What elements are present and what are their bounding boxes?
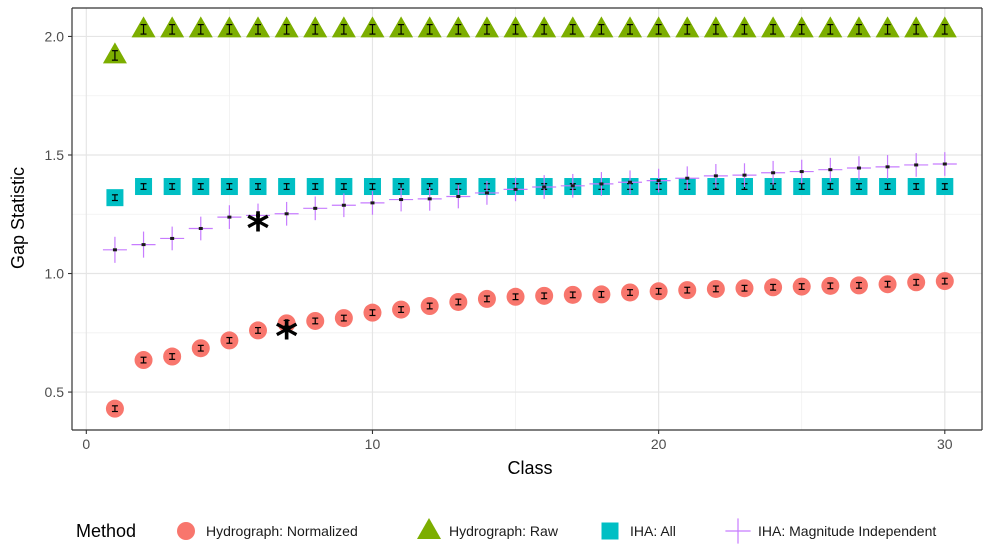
point-center xyxy=(484,191,489,195)
point-center xyxy=(742,173,747,177)
point-center xyxy=(112,248,117,252)
point-center xyxy=(656,179,661,183)
point-center xyxy=(341,203,346,207)
point-center xyxy=(628,180,633,184)
series-triangle xyxy=(102,16,957,64)
y-axis-title: Gap Statistic xyxy=(8,167,28,269)
legend-label: IHA: Magnitude Independent xyxy=(758,523,936,539)
x-tick-label: 30 xyxy=(937,436,953,452)
optimal-markers: ** xyxy=(246,203,298,362)
y-tick-label: 2.0 xyxy=(45,28,65,44)
point-center xyxy=(256,213,261,217)
legend-key-circle xyxy=(177,522,195,540)
optimal-star: * xyxy=(275,311,298,362)
point-center xyxy=(313,206,318,210)
point-center xyxy=(914,163,919,167)
point-center xyxy=(885,165,890,169)
legend-label: Hydrograph: Raw xyxy=(449,523,559,539)
legend-label: IHA: All xyxy=(630,523,676,539)
point-center xyxy=(570,184,575,188)
x-tick-label: 20 xyxy=(651,436,667,452)
data-marks xyxy=(102,16,957,418)
x-tick-label: 10 xyxy=(365,436,381,452)
panel-background xyxy=(72,8,982,430)
point-center xyxy=(227,215,232,219)
point-center xyxy=(856,166,861,170)
point-center xyxy=(399,198,404,202)
point-center xyxy=(284,212,289,216)
series-circle xyxy=(105,272,954,418)
point-center xyxy=(427,197,432,201)
legend-title: Method xyxy=(76,521,136,541)
point-center xyxy=(799,170,804,174)
series-cross xyxy=(102,152,957,263)
series-square xyxy=(106,178,954,207)
point-center xyxy=(370,201,375,205)
point-center xyxy=(713,174,718,178)
point-center xyxy=(456,194,461,198)
point-center xyxy=(542,185,547,189)
x-axis-title: Class xyxy=(507,458,552,478)
axes: 0 10 20 30 0.5 1.0 1.5 2.0 xyxy=(45,7,983,452)
legend-key-cross xyxy=(725,518,751,544)
point-center xyxy=(771,171,776,175)
point-center xyxy=(513,187,518,191)
point-center xyxy=(828,168,833,172)
point-center xyxy=(685,176,690,180)
y-tick-label: 1.0 xyxy=(45,266,65,282)
point-center xyxy=(942,162,947,166)
point-center xyxy=(170,236,175,240)
legend-label: Hydrograph: Normalized xyxy=(206,523,358,539)
legend-key-square xyxy=(601,522,619,540)
legend-key-triangle xyxy=(417,517,441,539)
optimal-star: * xyxy=(246,203,269,254)
x-tick-label: 0 xyxy=(82,436,90,452)
point-center xyxy=(198,226,203,230)
legend: Method Hydrograph: Normalized Hydrograph:… xyxy=(76,517,936,544)
y-tick-label: 0.5 xyxy=(45,384,65,400)
y-tick-label: 1.5 xyxy=(45,147,65,163)
point-center xyxy=(141,243,146,247)
plot-panel xyxy=(72,8,982,430)
point-center xyxy=(599,182,604,186)
